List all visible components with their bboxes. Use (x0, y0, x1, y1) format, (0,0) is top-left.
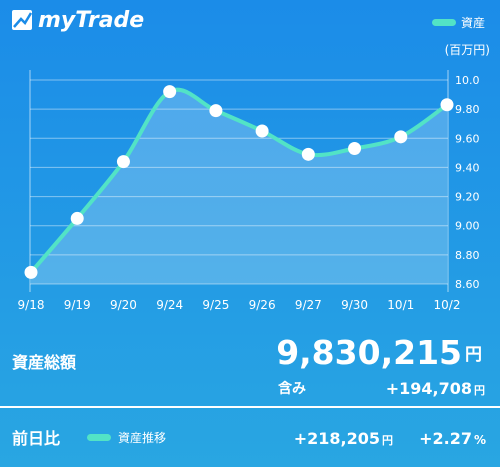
plot: 8.60 8.80 9.00 9.20 9.40 9.60 9.80 10.0 9/18 9/19… (18, 70, 480, 312)
unrealized-value: +194,708 (386, 379, 472, 398)
point (301, 147, 315, 161)
y-tick-label: 10.0 (455, 74, 480, 87)
change-unit: 円 (382, 434, 393, 447)
x-tick-label: 9/19 (64, 298, 91, 312)
footer-label: 前日比 (12, 429, 60, 448)
x-tick-label: 10/1 (387, 298, 414, 312)
point (440, 98, 454, 112)
y-tick-label: 9.00 (455, 220, 480, 233)
area (31, 89, 447, 284)
x-tick-label: 9/27 (295, 298, 322, 312)
line (29, 87, 449, 274)
total-label: 資産総額 (12, 353, 77, 372)
x-tick-label: 9/24 (156, 298, 183, 312)
x-tick-label: 9/26 (249, 298, 276, 312)
point (348, 141, 362, 155)
point (255, 124, 269, 138)
point (24, 265, 38, 279)
y-tick-label: 8.60 (455, 278, 480, 291)
total-value: 9,830,215 (276, 333, 462, 372)
x-tick-label: 9/25 (202, 298, 229, 312)
y-tick-label: 9.20 (455, 191, 480, 204)
y-tick-label: 8.80 (455, 249, 480, 262)
point (209, 104, 223, 118)
app-name: myTrade (38, 8, 144, 33)
unrealized-label: 含み (278, 380, 306, 397)
total-unit: 円 (465, 345, 482, 365)
y-tick-label: 9.60 (455, 132, 480, 145)
x-tick-label: 10/2 (434, 298, 461, 312)
x-tick-label: 9/18 (18, 298, 45, 312)
footer-legend: 資産推移 (118, 430, 166, 445)
x-tick-label: 9/30 (341, 298, 368, 312)
unrealized-unit: 円 (474, 384, 485, 397)
point (394, 130, 408, 144)
logo-icon (12, 10, 33, 30)
point (116, 155, 130, 169)
footer-legend-swatch (87, 434, 111, 441)
point (70, 211, 84, 225)
y-tick-label: 9.40 (455, 161, 480, 174)
legend-label: 資産 (461, 16, 485, 30)
change-pct: +2.27 (419, 429, 472, 448)
x-tick-label: 9/20 (110, 298, 137, 312)
y-tick-label: 9.80 (455, 103, 480, 116)
unit-label: (百万円) (445, 43, 490, 57)
legend-swatch (432, 19, 456, 26)
pct-unit: % (474, 433, 486, 447)
change-value: +218,205 (294, 429, 380, 448)
point (163, 85, 177, 99)
